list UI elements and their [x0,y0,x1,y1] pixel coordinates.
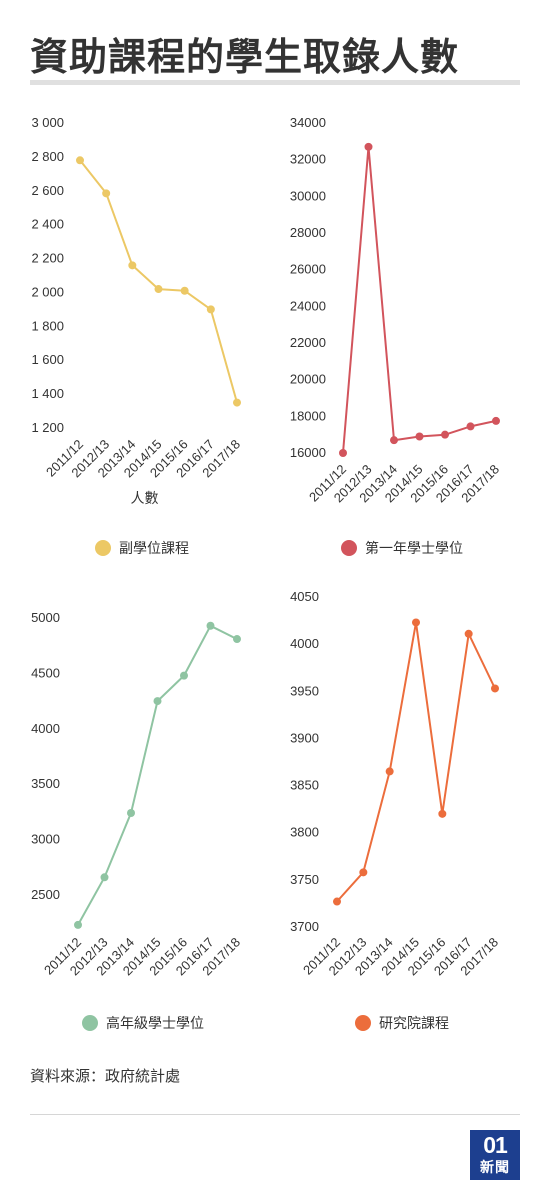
legend-item-subdegree: 副學位課程 [95,538,189,558]
data-point [412,618,420,627]
series-line [342,145,497,454]
y-tick-label: 3 000 [31,115,64,130]
y-tick-label: 18000 [290,408,326,423]
chart-subdegree: 1 200 1 400 1 600 1 800 2 000 2 200 2 400 2 600… [31,115,243,506]
data-point [464,629,473,638]
data-point [233,635,241,644]
logo: 01 新聞 [470,1130,520,1180]
y-tick-label: 2 600 [31,183,64,198]
y-tick-label: 2 000 [31,284,64,299]
y-tick-label: 20000 [290,372,326,387]
y-tick-label: 3750 [290,872,319,887]
data-point [491,684,499,693]
legend-label: 高年級學士學位 [106,1015,204,1031]
page-title: 資助課程的學生取錄人數 [30,37,460,79]
y-tick-label: 1 600 [31,352,64,367]
data-point [390,436,398,445]
data-point [233,398,241,407]
title-divider [30,80,520,85]
legend-swatch [95,540,111,556]
source-note: 資料來源：政府統計處 [30,1068,181,1085]
chart-senior-year: 2500300035004000450050002011/122012/1320… [31,610,243,978]
y-tick-label: 34000 [290,115,326,130]
y-tick-label: 1 200 [31,420,64,435]
y-tick-label: 16000 [290,445,326,460]
y-tick-label: 5000 [31,610,60,625]
data-point [127,809,135,818]
data-point [441,430,449,439]
data-point [333,897,341,906]
y-tick-label: 3500 [31,776,60,791]
footer-divider [30,1114,520,1115]
data-point [339,449,347,457]
y-tick-label: 4000 [31,721,60,736]
y-tick-label: 3000 [31,832,60,847]
data-point [74,920,82,929]
y-tick-label: 2 400 [31,217,64,232]
data-point [153,697,162,706]
legend-swatch [341,540,357,556]
y-tick-label: 22000 [290,335,326,350]
y-tick-label: 32000 [290,152,326,167]
legend-swatch [82,1015,98,1031]
logo-number: 01 [483,1132,508,1158]
x-axis-title: 人數 [131,490,159,506]
data-point [76,156,84,165]
data-point [102,189,111,198]
legend-label: 第一年學士學位 [365,540,463,556]
data-point [492,416,500,425]
data-point [364,142,373,151]
y-tick-label: 1 400 [31,386,64,401]
data-point [415,432,424,441]
y-tick-label: 26000 [290,262,326,277]
data-point [466,422,475,431]
y-tick-label: 3900 [290,730,319,745]
data-point [206,621,215,630]
chart-postgrad: 370037503800385039003950400040502011/122… [290,589,501,978]
logo-text: 新聞 [480,1159,510,1175]
y-tick-label: 2 200 [31,251,64,266]
data-point [359,868,368,877]
legend-label: 副學位課程 [119,540,189,556]
series-line [336,621,496,903]
data-point [385,767,394,776]
legend-item-postgrad: 研究院課程 [355,1013,449,1033]
y-tick-label: 3950 [290,683,319,698]
y-tick-label: 2 800 [31,149,64,164]
chart-first-year: 16000 18000 20000 22000 24000 26000 28000 30000… [290,115,502,505]
legend-label: 研究院課程 [379,1015,449,1031]
series-line [79,159,238,403]
data-point [206,305,215,314]
y-tick-label: 1 800 [31,318,64,333]
data-point [100,873,109,882]
data-point [180,671,188,680]
data-point [180,286,189,295]
y-tick-label: 3850 [290,778,319,793]
y-tick-label: 4050 [290,589,319,604]
y-tick-label: 30000 [290,188,326,203]
data-point [438,809,447,818]
y-tick-label: 28000 [290,225,326,240]
y-tick-label: 3800 [290,825,319,840]
y-tick-label: 2500 [31,887,60,902]
y-tick-label: 4500 [31,665,60,680]
data-point [154,285,163,294]
legend-item-first-year: 第一年學士學位 [341,538,463,558]
data-point [128,261,137,270]
legend-item-senior-year: 高年級學士學位 [82,1013,204,1033]
y-tick-label: 24000 [290,298,326,313]
legend-swatch [355,1015,371,1031]
y-tick-label: 3700 [290,919,319,934]
y-tick-label: 4000 [290,636,319,651]
